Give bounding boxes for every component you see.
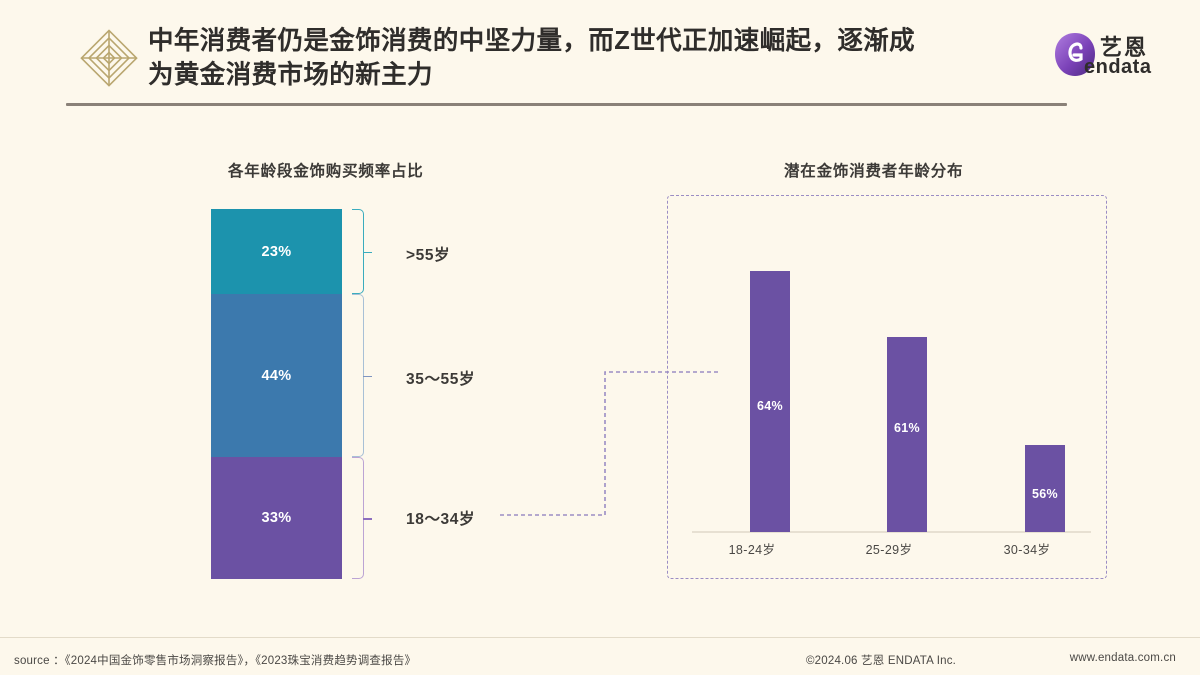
stack-segment-value-35-55: 44%	[261, 367, 292, 384]
logo-cn-text: 艺恩	[1100, 35, 1149, 60]
right-chart-title: 潜在金饰消费者年龄分布	[784, 163, 964, 180]
gold-diamond-ornament-icon	[80, 29, 138, 87]
stack-segment-35-55[interactable]: 44%	[211, 294, 342, 457]
bracket-tick-35-55	[363, 375, 372, 378]
page-title: 中年消费者仍是金饰消费的中坚力量，而Z世代正加速崛起，逐渐成 为黄金消费市场的新…	[148, 24, 1048, 92]
bar-column-30-34: 56%	[1025, 445, 1065, 532]
x-tick-25-29: 25-29岁	[865, 543, 913, 557]
stack-segment-over-55[interactable]: 23%	[211, 209, 342, 294]
age-label-35-55: 35～55岁	[406, 371, 476, 388]
footer-source: source ：《2024中国金饰零售市场洞察报告》，《2023珠宝消费趋势调查…	[14, 655, 417, 667]
bracket-tick-18-34	[363, 518, 372, 520]
stack-segment-value-over-55: 23%	[261, 243, 292, 260]
bar-30-34[interactable]: 56%	[1025, 445, 1065, 532]
stack-segment-18-34[interactable]: 33%	[211, 457, 342, 579]
footer-url[interactable]: www.endata.com.cn	[1069, 652, 1176, 664]
stacked-bar-chart: 23% 44% 33%	[211, 209, 342, 579]
bar-value-30-34: 56%	[1032, 487, 1058, 501]
age-label-18-34: 18～34岁	[406, 511, 476, 528]
left-chart-title: 各年龄段金饰购买频率占比	[228, 163, 424, 180]
bar-25-29[interactable]: 61%	[887, 337, 927, 532]
logo-en-text: endata	[1084, 56, 1152, 78]
endata-logo: 艺恩 endata	[1054, 28, 1178, 86]
footer-copyright: ©2024.06 艺恩 ENDATA Inc.	[806, 655, 957, 667]
bar-18-24[interactable]: 64%	[750, 271, 790, 532]
bracket-tick-over-55	[363, 251, 372, 254]
footer-divider	[0, 637, 1200, 638]
bracket-35-55	[352, 294, 372, 457]
bar-chart-plot: 64% 61% 56%	[692, 215, 1088, 532]
endata-e-logo-icon	[1055, 33, 1095, 76]
age-label-over-55: >55岁	[406, 247, 451, 264]
page-title-line1: 中年消费者仍是金饰消费的中坚力量，而Z世代正加速崛起，逐渐成	[148, 27, 916, 55]
bar-column-25-29: 61%	[887, 337, 927, 532]
x-axis-line	[692, 531, 1091, 533]
stack-segment-value-18-34: 33%	[261, 510, 292, 526]
x-tick-30-34: 30-34岁	[1003, 543, 1051, 557]
right-chart-border	[667, 195, 1107, 579]
bracket-over-55	[352, 209, 372, 294]
x-tick-18-24: 18-24岁	[728, 543, 776, 557]
page-title-line2: 为黄金消费市场的新主力	[148, 61, 433, 89]
header-divider	[66, 103, 1067, 106]
bar-column-18-24: 64%	[750, 271, 790, 532]
bracket-18-34	[352, 457, 372, 579]
bar-value-18-24: 64%	[757, 399, 783, 413]
bar-value-25-29: 61%	[894, 421, 920, 435]
stacked-bar-brackets	[352, 209, 374, 579]
header: 中年消费者仍是金饰消费的中坚力量，而Z世代正加速崛起，逐渐成 为黄金消费市场的新…	[0, 0, 1200, 118]
